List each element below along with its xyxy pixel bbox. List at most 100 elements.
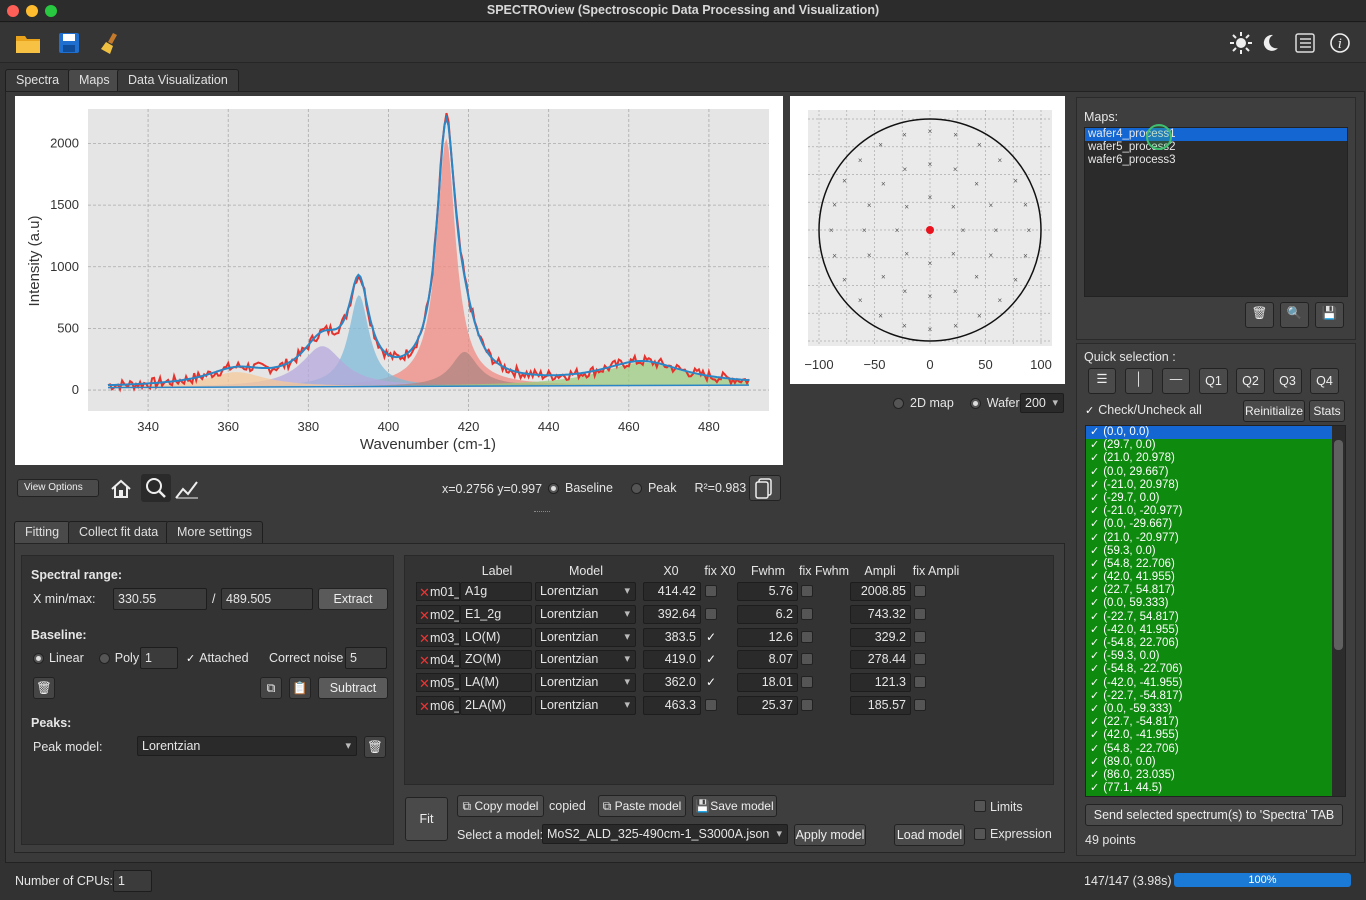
fix-x0-checkbox[interactable]: ✓ — [706, 675, 717, 690]
peak-model-select[interactable]: Lorentzian — [535, 627, 636, 647]
check-all-checkbox[interactable]: ✓ Check/Uncheck all — [1085, 403, 1202, 417]
point-item[interactable]: ✓ (-22.7, 54.817) — [1086, 611, 1332, 624]
about-info-icon[interactable]: i — [1326, 29, 1354, 57]
peak-label-input[interactable]: LA(M) — [460, 673, 532, 693]
q4-button[interactable]: Q4 — [1310, 368, 1339, 394]
copy-baseline-icon[interactable]: ⧉ — [260, 677, 282, 699]
point-item[interactable]: ✓ (42.0, -41.955) — [1086, 729, 1332, 742]
point-item[interactable]: ✓ (-59.3, 0.0) — [1086, 650, 1332, 663]
wafer-plot[interactable]: × × × × × × × × × × × × × × × × × × × × × × × × × × × × × × × × × × × × × × × ×… — [790, 96, 1065, 384]
wafer-radio[interactable] — [969, 397, 981, 409]
wafer-point[interactable]: × — [902, 321, 907, 330]
x0-input[interactable]: 392.64 — [643, 604, 701, 624]
point-checkbox[interactable]: ✓ — [1090, 702, 1100, 715]
wafer-point[interactable]: × — [1023, 200, 1028, 209]
clear-broom-icon[interactable] — [96, 29, 124, 57]
log-list-icon[interactable] — [1291, 29, 1319, 57]
point-checkbox[interactable]: ✓ — [1090, 491, 1100, 504]
fwhm-input[interactable]: 12.6 — [737, 627, 798, 647]
save-map-icon[interactable]: 💾 — [1315, 302, 1344, 328]
point-item[interactable]: ✓ (-54.8, -22.706) — [1086, 663, 1332, 676]
point-item[interactable]: ✓ (77.1, 44.5) — [1086, 782, 1332, 795]
wafer-point[interactable]: × — [867, 201, 872, 210]
fix-ampli-checkbox[interactable] — [914, 653, 926, 666]
wafer-point[interactable]: × — [904, 249, 909, 258]
fix-fwhm-checkbox[interactable] — [801, 676, 813, 689]
q1-button[interactable]: Q1 — [1199, 368, 1228, 394]
point-item[interactable]: ✓ (-42.0, 41.955) — [1086, 624, 1332, 637]
fix-x0-checkbox[interactable]: ✓ — [706, 629, 717, 644]
wafer-point[interactable]: × — [1023, 252, 1028, 261]
point-item[interactable]: ✓ (29.7, 0.0) — [1086, 439, 1332, 452]
home-icon[interactable] — [110, 479, 132, 502]
peak-label-input[interactable]: LO(M) — [460, 627, 532, 647]
fix-fwhm-checkbox[interactable] — [801, 699, 813, 711]
wafer-point[interactable]: × — [867, 251, 872, 260]
point-item[interactable]: ✓ (0.0, -29.667) — [1086, 518, 1332, 531]
wafer-point[interactable]: × — [993, 226, 998, 235]
point-item[interactable]: ✓ (0.0, 0.0) — [1086, 426, 1332, 440]
point-item[interactable]: ✓ (-21.0, -20.977) — [1086, 505, 1332, 518]
wafer-point[interactable]: × — [953, 321, 958, 330]
fwhm-input[interactable]: 5.76 — [737, 582, 798, 601]
fix-ampli-checkbox[interactable] — [914, 585, 926, 597]
wafer-point[interactable]: × — [974, 273, 979, 282]
point-checkbox[interactable]: ✓ — [1090, 742, 1100, 755]
delete-peak-button[interactable]: ✕ m01_ — [416, 582, 460, 601]
copy-model-button[interactable]: ⧉ Copy model — [457, 795, 544, 817]
point-item[interactable]: ✓ (0.0, 29.667) — [1086, 466, 1332, 479]
fix-fwhm-checkbox[interactable] — [801, 630, 813, 643]
maps-list[interactable]: wafer4_process1 wafer5_process2 wafer6_p… — [1084, 127, 1348, 297]
point-checkbox[interactable]: ✓ — [1090, 782, 1100, 795]
x0-input[interactable]: 463.3 — [643, 696, 701, 715]
tab-fitting[interactable]: Fitting — [14, 521, 71, 543]
point-checkbox[interactable]: ✓ — [1090, 571, 1100, 584]
x0-input[interactable]: 419.0 — [643, 650, 701, 670]
attached-checkbox[interactable]: ✓ Attached — [186, 651, 249, 665]
ampli-input[interactable]: 743.32 — [850, 604, 911, 624]
point-checkbox[interactable]: ✓ — [1090, 716, 1100, 729]
point-checkbox[interactable]: ✓ — [1090, 676, 1100, 689]
q2-button[interactable]: Q2 — [1236, 368, 1265, 394]
wafer-point[interactable]: × — [904, 203, 909, 212]
delete-peak-button[interactable]: ✕ m05_ — [416, 673, 460, 693]
points-list-scrollbar[interactable] — [1332, 426, 1345, 796]
fix-fwhm-checkbox[interactable] — [801, 607, 813, 620]
point-item[interactable]: ✓ (89.0, 0.0) — [1086, 756, 1332, 769]
point-checkbox[interactable]: ✓ — [1090, 531, 1100, 544]
baseline-radio[interactable] — [548, 482, 559, 494]
point-checkbox[interactable]: ✓ — [1090, 544, 1100, 557]
fix-x0-checkbox[interactable] — [705, 585, 717, 597]
point-checkbox[interactable]: ✓ — [1090, 663, 1100, 676]
x0-input[interactable]: 383.5 — [643, 627, 701, 647]
model-file-select[interactable]: MoS2_ALD_325-490cm-1_S3000A.json — [542, 824, 788, 844]
point-checkbox[interactable]: ✓ — [1090, 518, 1100, 531]
map-item[interactable]: wafer6_process3 — [1088, 154, 1176, 166]
point-checkbox[interactable]: ✓ — [1090, 452, 1100, 465]
wafer-point[interactable]: × — [928, 127, 933, 136]
x0-input[interactable]: 414.42 — [643, 582, 701, 601]
point-item[interactable]: ✓ (-22.7, -54.817) — [1086, 690, 1332, 703]
point-item[interactable]: ✓ (0.0, 59.333) — [1086, 597, 1332, 610]
point-checkbox[interactable]: ✓ — [1090, 768, 1100, 781]
view-map-icon[interactable]: 🔍 — [1280, 302, 1309, 328]
point-checkbox[interactable]: ✓ — [1090, 729, 1100, 742]
save-icon[interactable] — [55, 29, 83, 57]
point-checkbox[interactable]: ✓ — [1090, 557, 1100, 570]
paste-model-button[interactable]: ⧉ Paste model — [598, 795, 686, 817]
q3-button[interactable]: Q3 — [1273, 368, 1302, 394]
point-checkbox[interactable]: ✓ — [1090, 426, 1100, 438]
tab-data-visualization[interactable]: Data Visualization — [117, 69, 239, 91]
point-checkbox[interactable]: ✓ — [1090, 597, 1100, 610]
wafer-point[interactable]: × — [1013, 177, 1018, 186]
tab-spectra[interactable]: Spectra — [5, 69, 71, 91]
wafer-point[interactable]: × — [895, 226, 900, 235]
point-item[interactable]: ✓ (54.8, 22.706) — [1086, 558, 1332, 571]
point-item[interactable]: ✓ (22.7, 54.817) — [1086, 584, 1332, 597]
point-checkbox[interactable]: ✓ — [1090, 478, 1100, 491]
wafer-point[interactable]: × — [858, 156, 863, 165]
scrollbar-thumb[interactable] — [1334, 440, 1343, 650]
copy-figure-icon[interactable] — [749, 475, 781, 501]
wafer-point[interactable]: × — [997, 296, 1002, 305]
wafer-point[interactable]: × — [953, 131, 958, 140]
